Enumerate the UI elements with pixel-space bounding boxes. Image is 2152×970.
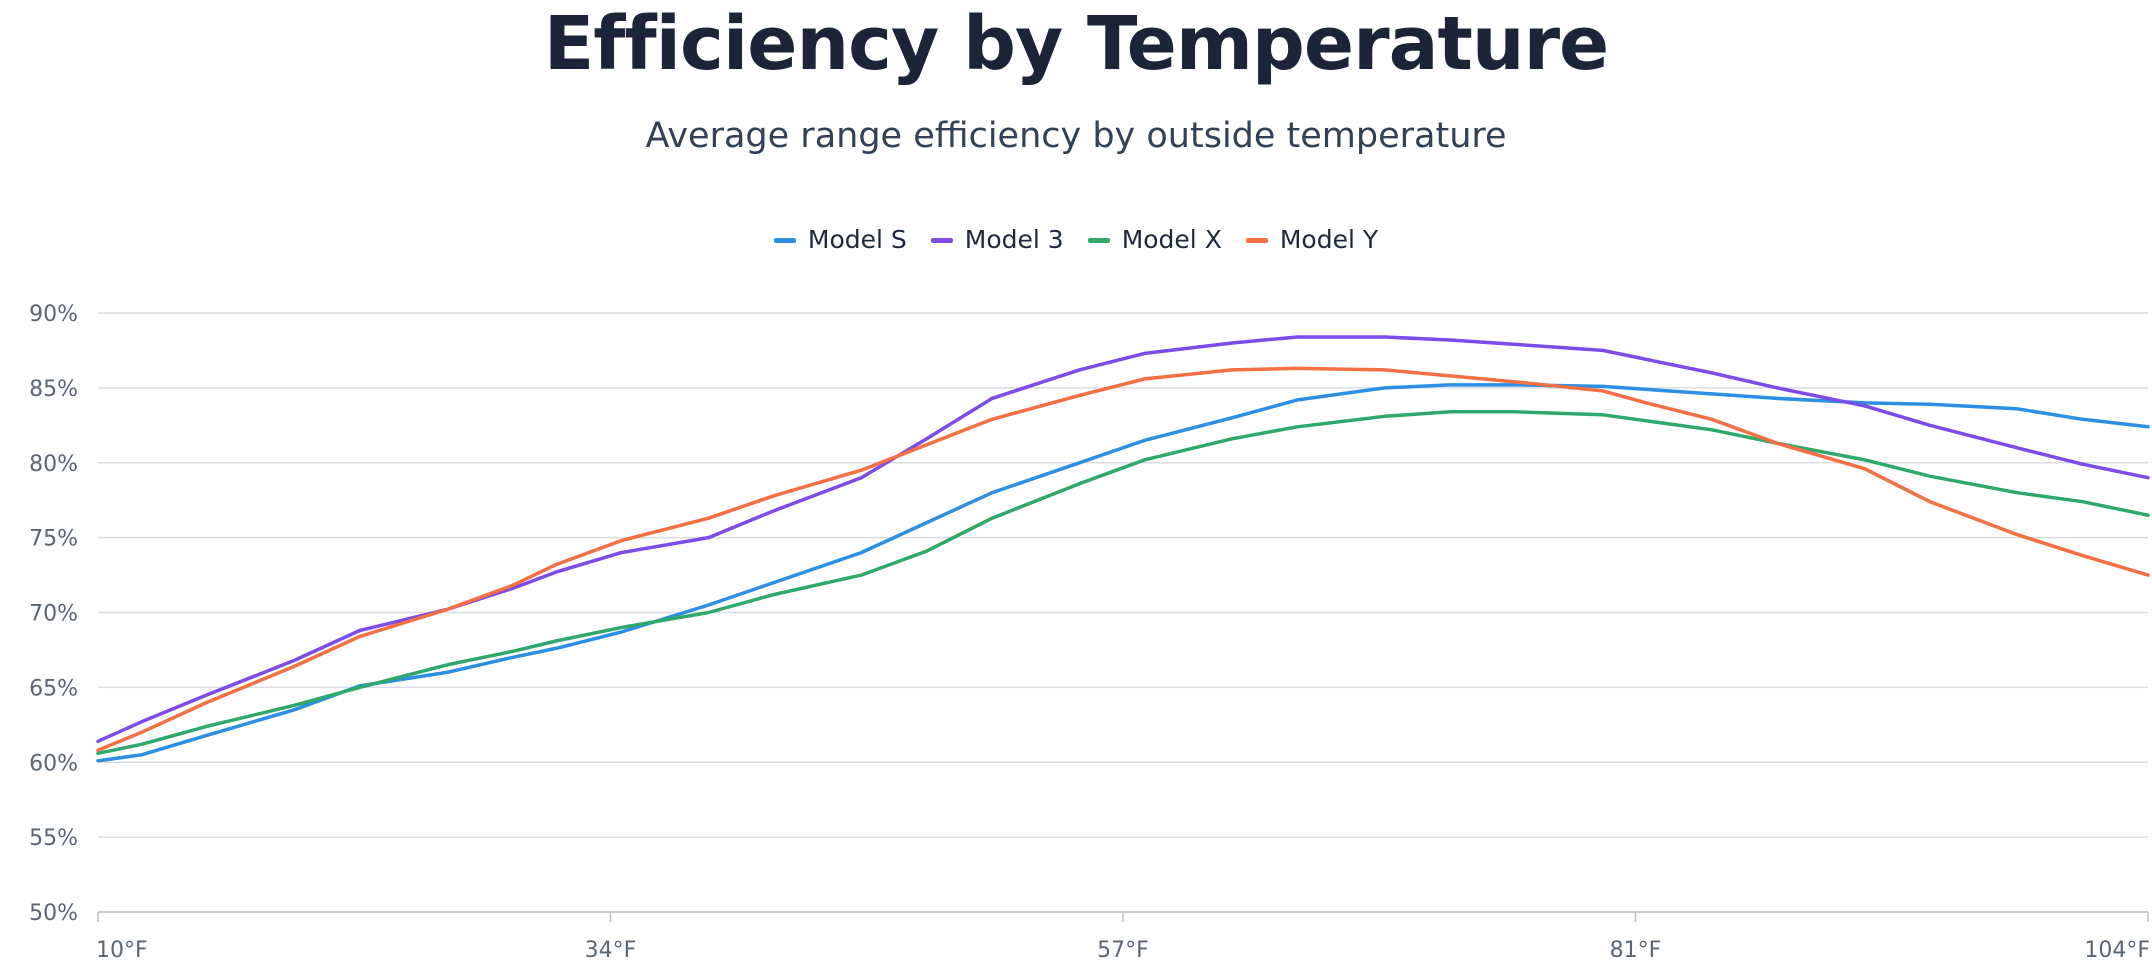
axes	[97, 911, 2149, 922]
legend-item-model-s[interactable]: Model S	[773, 224, 907, 256]
y-tick-label: 50%	[29, 901, 78, 926]
y-tick-label: 85%	[29, 377, 78, 402]
legend-swatch-model-3	[930, 237, 953, 243]
legend-swatch-model-x	[1087, 237, 1110, 243]
y-tick-label: 65%	[29, 676, 78, 701]
chart-subtitle: Average range efficiency by outside temp…	[645, 116, 1507, 156]
x-tick-label: 57°F	[1097, 938, 1149, 963]
legend-label-model-x: Model X	[1121, 225, 1222, 254]
x-tick-label: 34°F	[585, 938, 637, 963]
chart-title: Efficiency by Temperature	[543, 1, 1610, 87]
series-line-model-s[interactable]	[96, 383, 2150, 763]
x-tick-label: 104°F	[2084, 938, 2150, 963]
legend-label-model-3: Model 3	[964, 225, 1064, 254]
x-tick-label: 81°F	[1610, 938, 1662, 963]
y-tick-label: 60%	[29, 751, 78, 776]
legend-label-model-y: Model Y	[1279, 225, 1379, 254]
y-tick-label: 70%	[29, 602, 78, 627]
legend-item-model-3[interactable]: Model 3	[930, 224, 1064, 256]
series-line-model-y[interactable]	[96, 366, 2150, 753]
y-tick-label: 90%	[29, 302, 78, 327]
series-lines	[96, 335, 2150, 763]
legend-item-model-y[interactable]: Model Y	[1245, 224, 1379, 256]
x-tick-label: 10°F	[96, 938, 148, 963]
legend-swatch-model-s	[773, 237, 796, 243]
y-tick-label: 55%	[29, 826, 78, 851]
chart-legend: Model S Model 3 Model X Model Y	[0, 224, 2152, 256]
legend-swatch-model-y	[1245, 237, 1268, 243]
legend-label-model-s: Model S	[807, 225, 907, 254]
legend-item-model-x[interactable]: Model X	[1087, 224, 1222, 256]
y-tick-label: 80%	[29, 452, 78, 477]
tick-labels: 50% 55% 60% 65% 70% 75% 80% 85% 90% 10°F 34°F 57°F 8…	[29, 302, 2150, 963]
y-tick-label: 75%	[29, 527, 78, 552]
series-line-model-3[interactable]	[96, 335, 2150, 744]
